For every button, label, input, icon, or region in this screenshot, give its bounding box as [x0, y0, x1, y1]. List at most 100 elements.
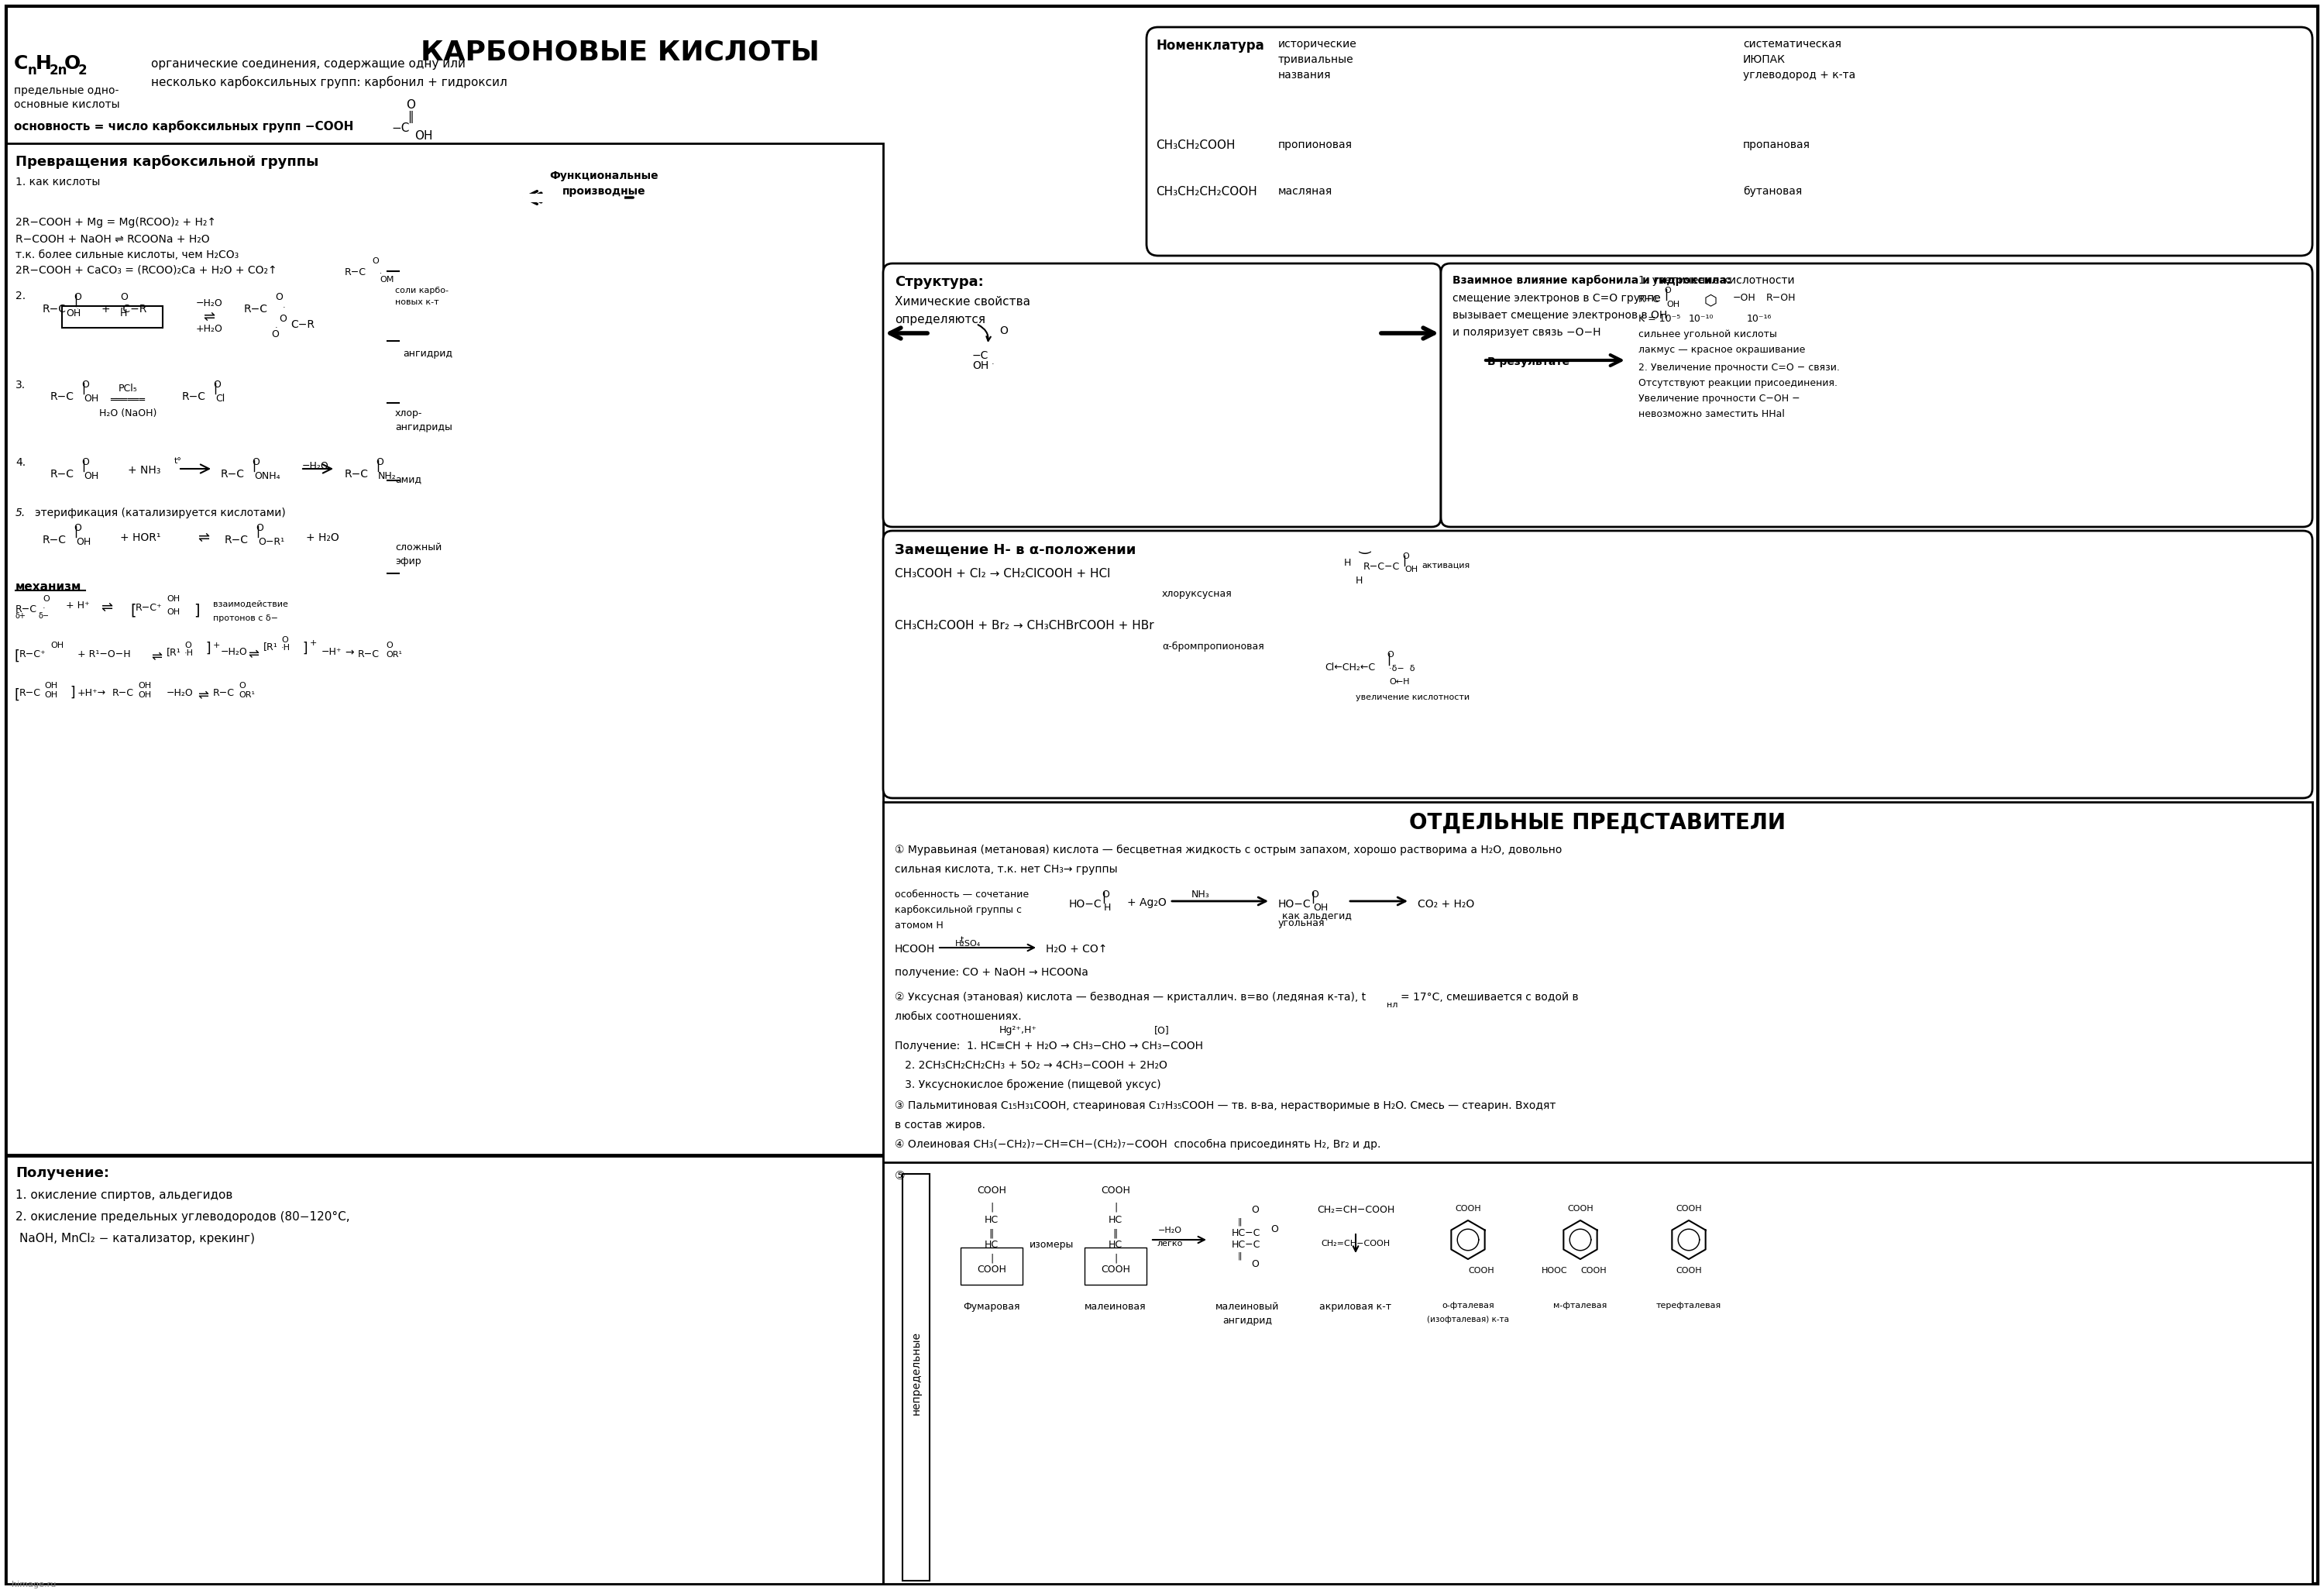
Text: 5.: 5. [16, 507, 26, 518]
Text: + R¹−O−H: + R¹−O−H [77, 649, 130, 660]
Text: |: | [990, 1202, 992, 1213]
Text: O: O [279, 313, 286, 324]
Text: смещение электронов в С=О группе: смещение электронов в С=О группе [1452, 293, 1662, 304]
Text: −H₂O: −H₂O [1157, 1226, 1181, 1234]
Text: 3. Уксуснокислое брожение (пищевой уксус): 3. Уксуснокислое брожение (пищевой уксус… [895, 1080, 1162, 1091]
Text: 2.: 2. [16, 291, 26, 302]
Text: COOH: COOH [1580, 1267, 1606, 1275]
Text: этерификация (катализируется кислотами): этерификация (катализируется кислотами) [35, 507, 286, 518]
Text: O: O [1664, 286, 1671, 294]
Text: COOH: COOH [976, 1186, 1006, 1196]
Text: Cl: Cl [216, 394, 225, 404]
Bar [63, 305, 163, 328]
Text: COOH: COOH [1566, 1205, 1594, 1213]
Text: + H₂O: + H₂O [307, 533, 339, 544]
Text: ·δ−  δ: ·δ− δ [1390, 665, 1415, 673]
Text: R−C: R−C [214, 688, 235, 698]
Text: +H⁺→: +H⁺→ [77, 688, 107, 698]
Text: Увеличение прочности С−ОН −: Увеличение прочности С−ОН − [1638, 394, 1801, 404]
Text: 1. окисление спиртов, альдегидов: 1. окисление спиртов, альдегидов [16, 1189, 232, 1200]
Text: терефталевая: терефталевая [1657, 1302, 1722, 1310]
Text: лакмус — красное окрашивание: лакмус — красное окрашивание [1638, 345, 1806, 355]
Text: Структура:: Структура: [895, 275, 983, 289]
Text: O: O [1102, 889, 1109, 900]
Text: 2. окисление предельных углеводородов (80−120°С,: 2. окисление предельных углеводородов (8… [16, 1212, 351, 1223]
Text: COOH: COOH [976, 1264, 1006, 1275]
Text: ): ) [1355, 550, 1369, 555]
Text: −C: −C [971, 350, 988, 361]
Text: сильная кислота, т.к. нет CH₃→ группы: сильная кислота, т.к. нет CH₃→ группы [895, 863, 1118, 875]
Text: →: → [344, 647, 353, 658]
Bar [902, 1173, 930, 1580]
Text: ‖: ‖ [1236, 1251, 1241, 1259]
Text: 2n: 2n [49, 64, 67, 78]
Text: R−C: R−C [358, 649, 379, 660]
Text: CH₂=CH−COOH: CH₂=CH−COOH [1320, 1240, 1390, 1248]
Text: ангидриды: ангидриды [395, 423, 453, 432]
Text: углеводород + к-та: углеводород + к-та [1743, 70, 1855, 81]
Bar [7, 143, 883, 1154]
Text: малеиновая: малеиновая [1085, 1302, 1146, 1312]
Text: [: [ [130, 603, 135, 617]
Text: CO₂ + H₂O: CO₂ + H₂O [1418, 898, 1473, 909]
Text: O: O [74, 293, 81, 302]
Text: O: O [999, 326, 1009, 337]
Text: OR¹: OR¹ [239, 692, 256, 700]
Text: [: [ [14, 649, 19, 663]
Text: [R¹: [R¹ [167, 647, 181, 657]
Text: NaOH, MnCl₂ − катализатор, крекинг): NaOH, MnCl₂ − катализатор, крекинг) [19, 1232, 256, 1245]
Text: ══════: ══════ [112, 396, 144, 405]
Text: O: O [42, 595, 49, 603]
Text: α-бромпропионовая: α-бромпропионовая [1162, 642, 1264, 652]
Text: малеиновый: малеиновый [1215, 1302, 1278, 1312]
Text: C−R: C−R [290, 320, 314, 331]
Text: H: H [1355, 576, 1362, 585]
Text: OH: OH [1404, 566, 1418, 574]
Text: Превращения карбоксильной группы: Превращения карбоксильной группы [16, 154, 318, 169]
Text: O: O [214, 380, 221, 390]
Text: о-фталевая: о-фталевая [1441, 1302, 1494, 1310]
Text: O: O [272, 329, 279, 339]
Text: COOH: COOH [1676, 1205, 1701, 1213]
Text: OR¹: OR¹ [386, 650, 402, 658]
Text: CH₃CH₂CH₂COOH: CH₃CH₂CH₂COOH [1155, 186, 1257, 197]
Text: ангидрид: ангидрид [1222, 1315, 1271, 1326]
Text: ·: · [379, 270, 381, 277]
Text: HO−C: HO−C [1069, 898, 1102, 909]
Text: O−R¹: O−R¹ [258, 537, 284, 547]
Text: HC−C: HC−C [1232, 1227, 1260, 1239]
Text: −H⁺: −H⁺ [321, 647, 342, 657]
Text: акриловая к-т: акриловая к-т [1320, 1302, 1392, 1312]
Text: HC: HC [985, 1215, 999, 1224]
Text: NH₂: NH₂ [379, 471, 397, 482]
Text: R−C: R−C [42, 304, 67, 315]
Text: Фумаровая: Фумаровая [962, 1302, 1020, 1312]
Text: OH: OH [137, 682, 151, 690]
Text: O: O [239, 682, 246, 690]
Text: названия: названия [1278, 70, 1332, 81]
Text: 2R−COOH + Mg = Mg(RCOO)₂ + H₂↑: 2R−COOH + Mg = Mg(RCOO)₂ + H₂↑ [16, 216, 216, 227]
Text: ОТДЕЛЬНЫЕ ПРЕДСТАВИТЕЛИ: ОТДЕЛЬНЫЕ ПРЕДСТАВИТЕЛИ [1408, 812, 1785, 833]
Text: ⬡: ⬡ [1703, 293, 1717, 307]
Text: ⇌: ⇌ [202, 310, 216, 324]
Text: [: [ [14, 688, 19, 703]
Text: OH: OH [971, 361, 988, 370]
Text: δ+: δ+ [16, 612, 26, 620]
Text: R−C⁺: R−C⁺ [19, 649, 46, 660]
FancyBboxPatch shape [883, 531, 2312, 798]
Text: R−C: R−C [112, 688, 135, 698]
Text: производные: производные [562, 186, 646, 197]
FancyBboxPatch shape [1441, 264, 2312, 526]
Text: ]: ] [70, 685, 74, 700]
Text: органические соединения, содержащие одну или: органические соединения, содержащие одну… [151, 59, 465, 70]
Text: O: O [81, 380, 88, 390]
Text: R−C: R−C [1638, 294, 1659, 305]
Text: ⇌: ⇌ [198, 531, 209, 545]
Text: 10⁻¹⁰: 10⁻¹⁰ [1690, 313, 1713, 324]
Text: Получение:: Получение: [16, 1165, 109, 1180]
Text: OH: OH [51, 642, 63, 649]
Text: −H₂O: −H₂O [195, 299, 223, 308]
Text: CH₃CH₂COOH: CH₃CH₂COOH [1155, 140, 1236, 151]
Text: −OH: −OH [1734, 293, 1757, 304]
Text: 1. увеличение кислотности: 1. увеличение кислотности [1638, 275, 1794, 286]
